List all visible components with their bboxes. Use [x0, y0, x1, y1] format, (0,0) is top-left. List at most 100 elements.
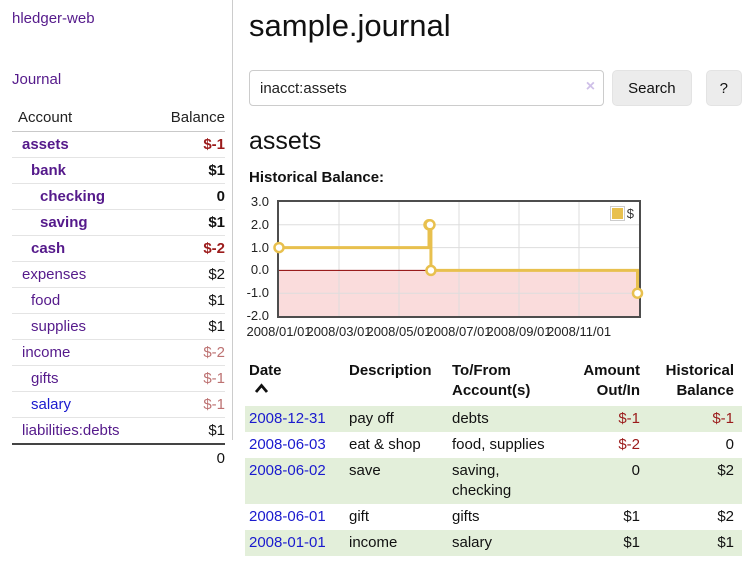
- x-axis-tick-label: 2008/11/01: [546, 324, 612, 339]
- account-cell: food: [12, 287, 149, 314]
- sidebar-account-link-expenses[interactable]: expenses: [22, 266, 87, 283]
- register-amount-cell: $-1: [618, 410, 640, 427]
- account-row: food $1: [12, 287, 225, 314]
- register-description-cell: income: [349, 534, 398, 551]
- x-axis-tick-label: 2008/07/01: [426, 324, 492, 339]
- register-balance-cell: $2: [717, 508, 734, 525]
- register-date-link[interactable]: 2008-06-01: [249, 508, 326, 525]
- search-button[interactable]: Search: [612, 70, 692, 106]
- x-axis-tick-label: 2008/09/01: [486, 324, 552, 339]
- account-balance: $1: [148, 313, 225, 340]
- account-balance: $-2: [148, 235, 225, 262]
- account-cell: saving: [12, 209, 149, 236]
- y-axis-tick-label: -1.0: [246, 285, 269, 301]
- register-col-accounts: To/From Account(s): [452, 362, 531, 399]
- account-cell: salary: [12, 391, 149, 418]
- register-date-link[interactable]: 2008-01-01: [249, 534, 326, 551]
- sidebar-account-link-checking[interactable]: checking: [40, 188, 106, 205]
- sidebar-account-link-supplies[interactable]: supplies: [31, 318, 87, 335]
- register-date-link[interactable]: 2008-06-03: [249, 436, 326, 453]
- register-balance-cell: $2: [717, 462, 734, 479]
- account-balance: $2: [148, 261, 225, 288]
- account-row: assets $-1: [12, 132, 225, 158]
- x-axis-tick-label: 2008/03/01: [306, 324, 372, 339]
- search-input-wrap: ×: [249, 70, 605, 106]
- register-col-date[interactable]: Date: [245, 358, 345, 406]
- register-table: Date Description To/From Account(s) Amoun…: [245, 358, 742, 556]
- app-brand-link[interactable]: hledger-web: [12, 10, 95, 27]
- sidebar-account-link-saving[interactable]: saving: [40, 214, 88, 231]
- sidebar-account-link-bank[interactable]: bank: [31, 162, 67, 179]
- account-cell: checking: [12, 183, 149, 210]
- main-content: sample.journal × Search ? assets Histori…: [245, 0, 742, 556]
- sidebar-account-link-salary[interactable]: salary: [31, 396, 72, 413]
- nav-journal-link[interactable]: Journal: [12, 71, 62, 88]
- y-axis-tick-label: 0.0: [250, 262, 269, 278]
- register-date-link[interactable]: 2008-06-02: [249, 462, 326, 479]
- accounts-col-account: Account: [12, 106, 149, 132]
- sidebar-account-link-liabilities-debts[interactable]: liabilities:debts: [22, 422, 120, 439]
- account-row: expenses $2: [12, 261, 225, 288]
- x-axis-tick-label: 2008/01/01: [246, 324, 312, 339]
- account-row: income $-2: [12, 339, 225, 366]
- chart-legend: $: [609, 206, 634, 221]
- clear-search-icon[interactable]: ×: [585, 78, 596, 95]
- account-balance: 0: [148, 183, 225, 210]
- account-cell: income: [12, 339, 149, 366]
- register-accounts-cell: gifts: [452, 508, 480, 525]
- sidebar-account-link-food[interactable]: food: [31, 292, 61, 309]
- account-row: liabilities:debts $1: [12, 417, 225, 444]
- register-amount-cell: $1: [623, 534, 640, 551]
- y-axis-tick-label: 1.0: [250, 239, 269, 255]
- register-row: 2008-06-03 eat & shop food, supplies $-2 0: [245, 432, 742, 458]
- register-amount-cell: $-2: [618, 436, 640, 453]
- register-description-cell: save: [349, 462, 381, 479]
- register-accounts-cell: saving, checking: [452, 462, 512, 499]
- chart-x-axis: 2008/01/01 2008/03/01 2008/05/01 2008/07/01…: [246, 324, 639, 342]
- register-description-cell: gift: [349, 508, 370, 525]
- sidebar-account-link-assets[interactable]: assets: [22, 136, 69, 153]
- sidebar: hledger-web Journal Account Balance asse…: [0, 0, 233, 472]
- register-balance-cell: $-1: [712, 410, 734, 427]
- account-cell: gifts: [12, 365, 149, 392]
- account-balance: $-1: [148, 391, 225, 418]
- account-title: assets: [249, 127, 322, 155]
- account-balance: $-2: [148, 339, 225, 366]
- chart-plot-area: $: [273, 200, 644, 318]
- search-input[interactable]: [249, 70, 605, 106]
- register-date-cell: 2008-06-03: [245, 432, 345, 458]
- y-axis-tick-label: 2.0: [250, 216, 269, 232]
- register-amount-cell: $1: [623, 508, 640, 525]
- account-row: cash $-2: [12, 235, 225, 262]
- accounts-col-balance: Balance: [148, 106, 225, 132]
- register-accounts-cell: food, supplies: [452, 436, 545, 453]
- accounts-table: Account Balance assets $-1 bank $1 checking 0…: [12, 106, 225, 472]
- sidebar-account-link-cash[interactable]: cash: [31, 240, 66, 257]
- register-row: 2008-12-31 pay off debts $-1 $-1: [245, 406, 742, 432]
- register-col-date-label: Date: [249, 362, 282, 379]
- chart-y-axis: 3.0 2.0 1.0 0.0 -1.0 -2.0: [233, 194, 273, 323]
- register-accounts-cell: debts: [452, 410, 489, 427]
- account-cell: liabilities:debts: [12, 417, 149, 444]
- register-col-description: Description: [349, 362, 432, 379]
- accounts-total-row: 0: [12, 443, 225, 472]
- legend-swatch-icon: [609, 206, 625, 221]
- search-help-button[interactable]: ?: [705, 70, 742, 106]
- account-balance: $1: [148, 157, 225, 184]
- register-date-link[interactable]: 2008-12-31: [249, 410, 326, 427]
- account-row: gifts $-1: [12, 365, 225, 392]
- accounts-header-row: Account Balance: [12, 106, 225, 132]
- register-description-cell: pay off: [349, 410, 394, 427]
- y-axis-tick-label: 3.0: [250, 194, 269, 209]
- sidebar-account-link-income[interactable]: income: [22, 344, 71, 361]
- account-row: saving $1: [12, 209, 225, 236]
- sidebar-account-link-gifts[interactable]: gifts: [31, 370, 59, 387]
- legend-label: $: [626, 206, 634, 221]
- account-cell: bank: [12, 157, 149, 184]
- register-accounts-cell: salary: [452, 534, 493, 551]
- register-date-cell: 2008-06-02: [245, 458, 345, 504]
- register-header-row: Date Description To/From Account(s) Amoun…: [245, 358, 742, 406]
- register-col-balance: Historical Balance: [665, 362, 734, 399]
- chart-heading: Historical Balance:: [249, 169, 385, 186]
- account-balance: $1: [148, 209, 225, 236]
